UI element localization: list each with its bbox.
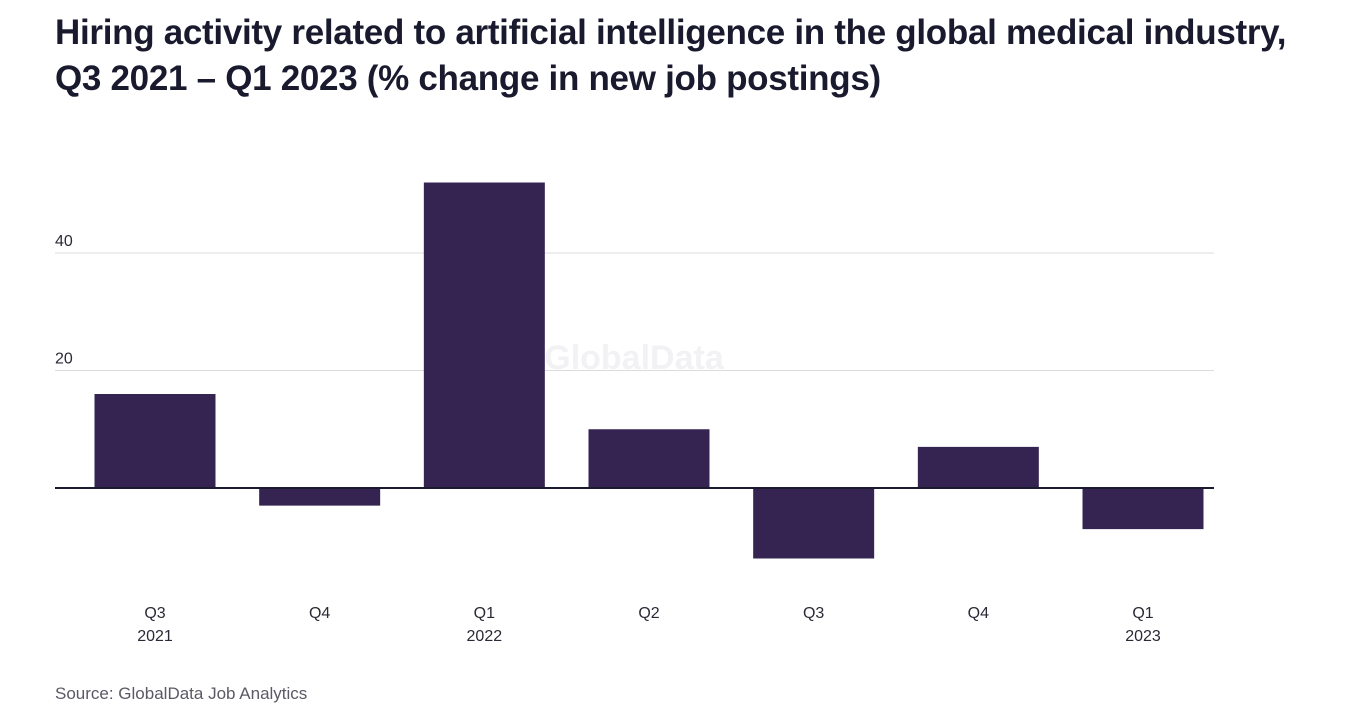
chart-title: Hiring activity related to artificial in…: [55, 13, 1287, 98]
watermark: GlobalData: [544, 339, 725, 377]
x-tick-year-label: 2021: [137, 628, 173, 645]
bar: [753, 488, 875, 559]
y-tick-label: 40: [55, 233, 73, 250]
x-tick-label: Q1: [1132, 605, 1153, 622]
bar: [588, 429, 710, 488]
x-tick-label: Q4: [309, 605, 330, 622]
bar: [94, 394, 216, 488]
y-tick-label: 20: [55, 351, 73, 368]
bar: [917, 446, 1039, 488]
bar: [1082, 488, 1204, 530]
source-note: Source: GlobalData Job Analytics: [55, 684, 308, 703]
x-tick-label: Q4: [968, 605, 989, 622]
x-tick-year-label: 2022: [467, 628, 503, 645]
x-tick-label: Q1: [474, 605, 495, 622]
x-tick-label: Q3: [803, 605, 824, 622]
bar: [423, 182, 545, 488]
x-tick-year-label: 2023: [1125, 628, 1161, 645]
x-tick-label: Q3: [144, 605, 165, 622]
bar: [259, 488, 381, 506]
x-tick-label: Q2: [638, 605, 659, 622]
